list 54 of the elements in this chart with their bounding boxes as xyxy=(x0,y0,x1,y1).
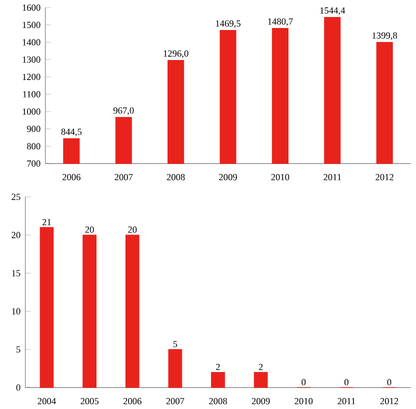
data-label: 0 xyxy=(387,379,392,386)
data-label: 0 xyxy=(344,379,348,386)
y-tick-label: 1100 xyxy=(23,91,40,98)
data-label: 967,0 xyxy=(113,108,134,116)
y-tick-label: 1600 xyxy=(22,4,40,11)
x-tick-label: 2006 xyxy=(62,174,80,180)
data-label: 844,5 xyxy=(61,128,82,136)
y-tick-label: 1000 xyxy=(22,108,40,115)
bar xyxy=(254,372,268,388)
data-label: 5 xyxy=(173,341,178,348)
x-tick-label: 2007 xyxy=(114,174,133,180)
x-tick-label: 2006 xyxy=(123,398,142,404)
data-label: 1544,4 xyxy=(320,8,346,16)
y-tick-label: 0 xyxy=(16,384,20,391)
data-label: 2 xyxy=(216,364,220,370)
data-label: 20 xyxy=(85,226,94,233)
x-tick-label: 2008 xyxy=(209,398,227,404)
x-tick-label: 2012 xyxy=(380,398,398,404)
bar xyxy=(82,234,96,388)
x-tick-label: 2009 xyxy=(219,174,237,180)
x-tick-label: 2007 xyxy=(166,398,184,404)
x-tick-label: 2010 xyxy=(294,398,313,404)
bar xyxy=(40,227,54,388)
y-tick-label: 10 xyxy=(12,308,20,315)
x-tick-label: 2010 xyxy=(271,174,290,180)
y-tick-label: 5 xyxy=(16,346,20,353)
data-label: 21 xyxy=(42,219,51,226)
x-tick-label: 2011 xyxy=(338,398,356,404)
y-tick-label: 15 xyxy=(12,270,20,276)
bar xyxy=(168,349,182,388)
data-label: 0 xyxy=(302,379,306,386)
y-tick-label: 1400 xyxy=(22,39,40,46)
bar xyxy=(125,234,140,388)
y-tick-label: 800 xyxy=(26,143,40,150)
data-label: 1399,8 xyxy=(372,32,398,40)
y-tick-label: 1300 xyxy=(22,56,40,63)
x-tick-label: 2009 xyxy=(252,398,270,404)
y-tick-label: 1500 xyxy=(22,22,40,28)
y-tick-label: 700 xyxy=(27,160,40,167)
x-tick-label: 2012 xyxy=(376,174,394,180)
x-tick-label: 2011 xyxy=(324,174,341,180)
data-label: 1469,5 xyxy=(216,20,240,28)
data-label: 1296,0 xyxy=(164,50,188,58)
data-label: 2 xyxy=(258,364,263,370)
data-label: 1480,7 xyxy=(268,18,293,26)
x-tick-label: 2008 xyxy=(166,174,185,180)
y-tick-label: 1200 xyxy=(22,74,40,80)
x-tick-label: 2004 xyxy=(38,398,56,404)
y-tick-label: 20 xyxy=(12,232,20,238)
data-label: 20 xyxy=(128,226,137,233)
y-tick-label: 25 xyxy=(12,194,20,200)
y-tick-label: 900 xyxy=(26,126,40,132)
bar xyxy=(211,372,225,388)
x-tick-label: 2005 xyxy=(80,398,99,404)
